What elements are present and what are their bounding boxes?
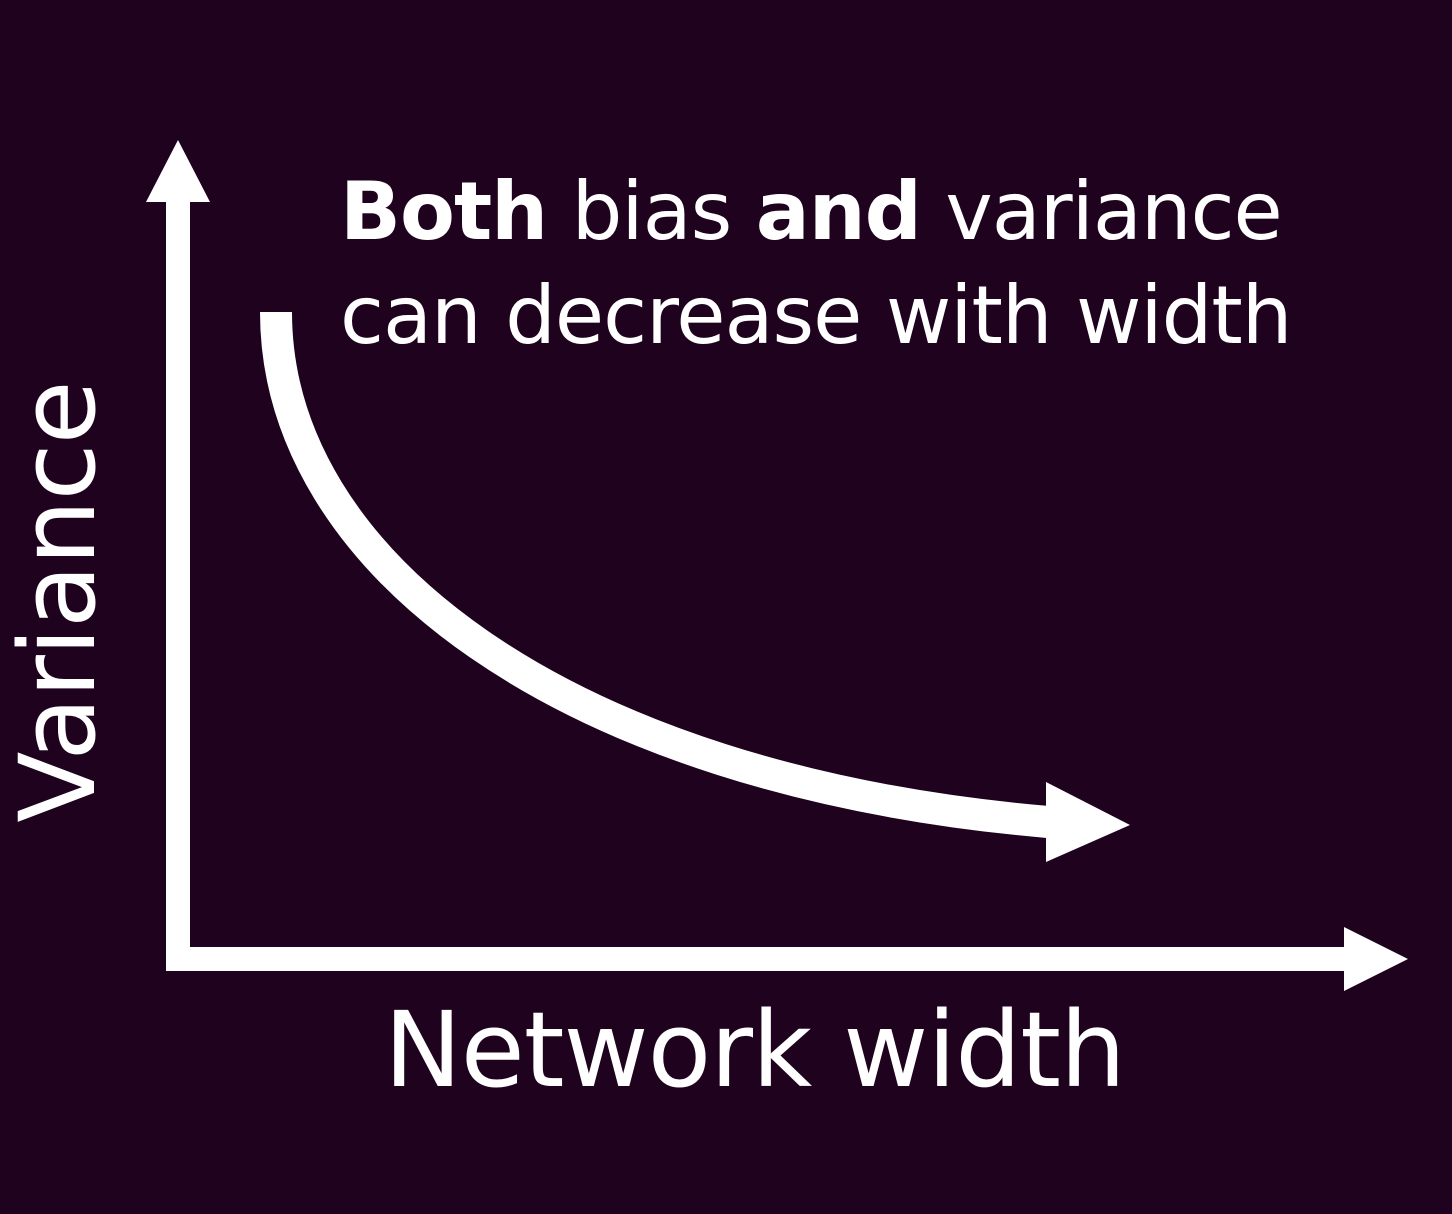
caption-word-and: and: [755, 165, 922, 258]
y-axis-arrowhead: [146, 140, 210, 202]
caption-line-2: can decrease with width: [340, 269, 1292, 362]
curve-arrowhead: [1046, 782, 1130, 862]
y-axis-label: Variance: [0, 381, 119, 823]
caption-word-variance: variance: [920, 165, 1282, 258]
caption-word-both: Both: [340, 165, 548, 258]
caption-word-bias: bias: [547, 165, 756, 258]
x-axis-arrowhead: [1344, 927, 1408, 991]
x-axis-label: Network width: [384, 989, 1126, 1111]
decreasing-curve: [260, 311, 1050, 838]
caption-line-1: Both bias and variance: [340, 160, 1292, 264]
diagram-caption: Both bias and variance can decrease with…: [340, 160, 1292, 368]
